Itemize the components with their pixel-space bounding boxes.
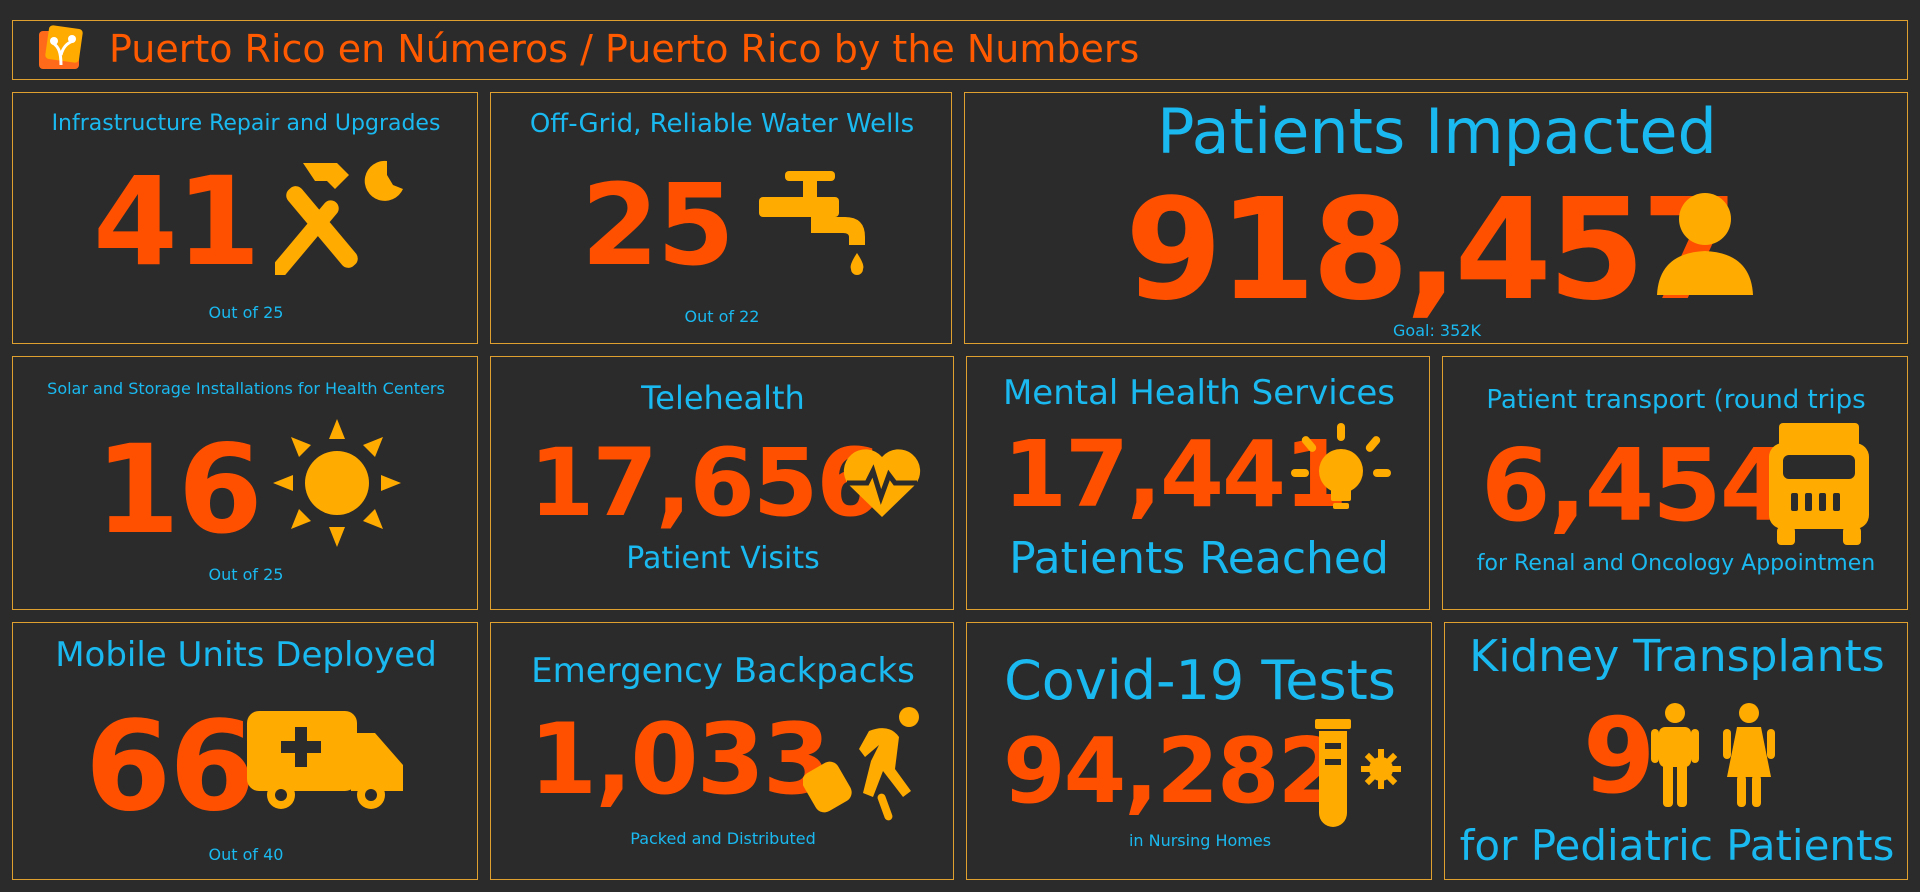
tile-value: 1,033 (529, 703, 831, 817)
page-title: Puerto Rico en Números / Puerto Rico by … (109, 27, 1140, 71)
tile-solar: Solar and Storage Installations for Heal… (12, 356, 478, 610)
tile-title: Emergency Backpacks (531, 651, 915, 691)
tile-emergency-backpacks: Emergency Backpacks 1,033 Packed and Dis… (490, 622, 954, 880)
tile-value: 41 (93, 151, 261, 293)
tile-patient-transport: Patient transport (round trips 6,454 for… (1442, 356, 1908, 610)
tile-value: 25 (581, 161, 735, 291)
tile-telehealth: Telehealth 17,656 Patient Visits (490, 356, 954, 610)
tile-title: Kidney Transplants (1469, 631, 1885, 682)
tile-title: Off-Grid, Reliable Water Wells (529, 109, 915, 139)
tile-title: Covid-19 Tests (1004, 649, 1396, 712)
tile-value: 16 (95, 419, 263, 561)
tile-patients-impacted: Patients Impacted 918,457 Goal: 352K (964, 92, 1908, 344)
tile-subtitle: for Renal and Oncology Appointmen (1476, 551, 1876, 576)
tile-title: Infrastructure Repair and Upgrades (51, 111, 441, 136)
tile-value: 17,656 (529, 429, 882, 538)
tile-kidney-transplants: Kidney Transplants 9 for Pediatric Patie… (1444, 622, 1908, 880)
header-bar: Puerto Rico en Números / Puerto Rico by … (12, 20, 1908, 80)
tile-subtitle: Out of 22 (684, 307, 760, 326)
tile-subtitle: Out of 40 (208, 845, 284, 864)
tile-title: Telehealth (641, 379, 805, 417)
tile-title: Mobile Units Deployed (55, 635, 437, 675)
tile-subtitle: Goal: 352K (1393, 321, 1481, 340)
tile-water-wells: Off-Grid, Reliable Water Wells 25 Out of… (490, 92, 952, 344)
hiker-backpack-icon (803, 701, 929, 823)
tile-value: 6,454 (1481, 427, 1789, 544)
ambulance-icon (247, 711, 407, 811)
faucet-icon (755, 167, 875, 277)
tile-covid-tests: Covid-19 Tests 94,282 in Nursing Homes (966, 622, 1432, 880)
hammer-wrench-icon (275, 155, 415, 275)
tile-value: 17,441 (1003, 421, 1348, 528)
tile-value: 66 (85, 695, 256, 839)
tile-subtitle: Packed and Distributed (630, 829, 816, 848)
tile-subtitle: Patients Reached (1009, 533, 1389, 584)
vehicle-icon (1769, 423, 1869, 547)
tile-title: Patient transport (round trips (1486, 385, 1866, 415)
heartbeat-icon (841, 445, 923, 519)
tile-infrastructure: Infrastructure Repair and Upgrades 41 Ou… (12, 92, 478, 344)
tile-title: Mental Health Services (1002, 373, 1396, 413)
tile-mobile-units: Mobile Units Deployed 66 Out of 40 (12, 622, 478, 880)
sun-icon (271, 417, 403, 549)
person-icon (1655, 189, 1755, 297)
tile-value: 94,282 (1003, 719, 1340, 824)
tile-mental-health: Mental Health Services 17,441 Patients R… (966, 356, 1430, 610)
tile-subtitle: for Pediatric Patients (1459, 821, 1895, 870)
children-icon (1649, 703, 1775, 809)
tile-title: Patients Impacted (1157, 95, 1717, 168)
tile-subtitle: Patient Visits (626, 541, 820, 576)
tile-title: Solar and Storage Installations for Heal… (47, 379, 445, 398)
tile-subtitle: in Nursing Homes (1128, 831, 1272, 850)
tile-subtitle: Out of 25 (208, 303, 284, 322)
test-tube-virus-icon (1311, 719, 1403, 831)
lightbulb-icon (1289, 421, 1393, 525)
tile-subtitle: Out of 25 (208, 565, 284, 584)
logo-icon (37, 25, 85, 73)
tile-value: 9 (1583, 695, 1655, 817)
tile-value: 918,457 (1125, 169, 1739, 332)
